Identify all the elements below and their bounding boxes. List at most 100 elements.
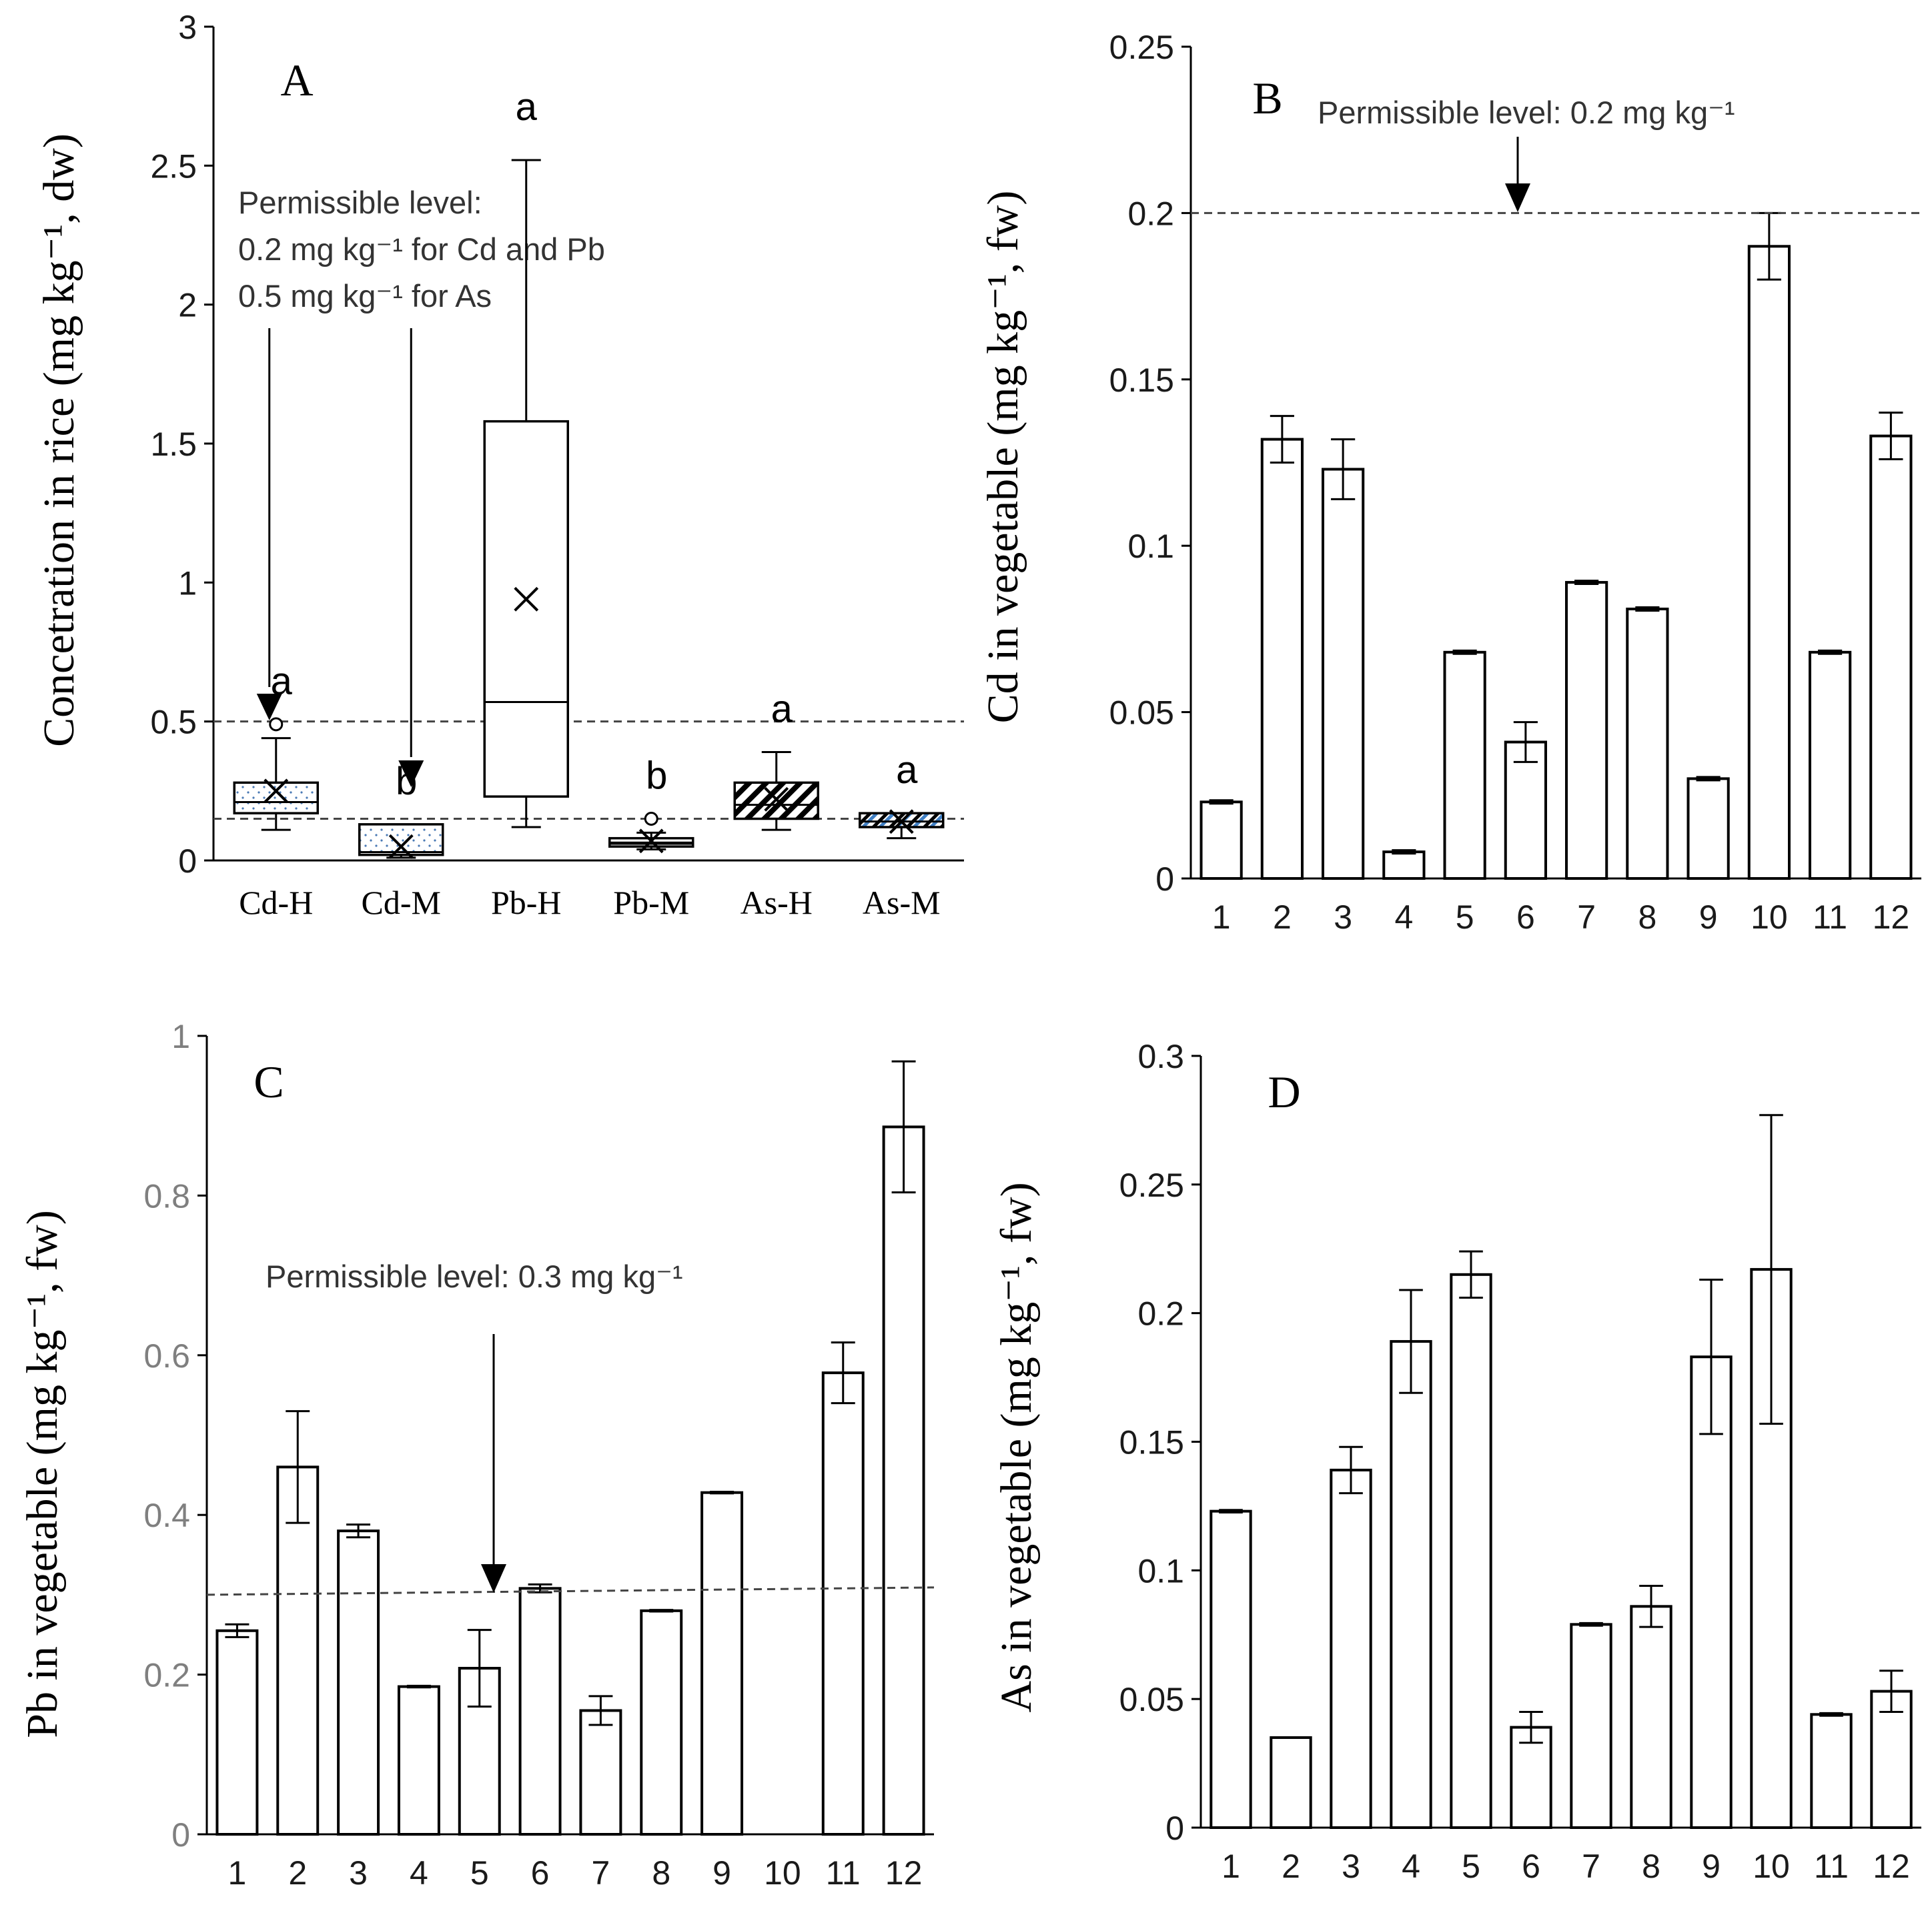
panel-c-y-tick-label-0.6: 0.6 bbox=[143, 1337, 190, 1375]
panel-d-x-tick-label-3: 3 bbox=[1342, 1848, 1360, 1885]
panel-b-bar-3 bbox=[1322, 468, 1365, 880]
panel-c-bar-11 bbox=[821, 1371, 865, 1836]
panel-c-y-tick-label-0.4: 0.4 bbox=[143, 1497, 190, 1534]
panel-c-y-tick-label-0.2: 0.2 bbox=[143, 1657, 190, 1694]
panel-c-letter: C bbox=[254, 1057, 284, 1107]
panel-d-y-tick-label-0.3: 0.3 bbox=[1137, 1038, 1184, 1075]
panel-c-y-tick-label-1: 1 bbox=[171, 1018, 190, 1055]
box-as-m-significance-letter: a bbox=[896, 748, 918, 792]
box-pb-m-mean-marker bbox=[638, 828, 664, 854]
panel-b-x-tick-label-10: 10 bbox=[1751, 898, 1788, 936]
panel-d-bar-9 bbox=[1690, 1355, 1733, 1829]
panel-b-y-tick-label-0.25: 0.25 bbox=[1109, 29, 1174, 66]
panel-d-x-tick-label-11: 11 bbox=[1814, 1848, 1849, 1885]
panel-d-bar-8 bbox=[1630, 1605, 1672, 1829]
panel-c-bar-3 bbox=[337, 1529, 380, 1836]
panel-d-x-tick-label-5: 5 bbox=[1462, 1848, 1480, 1885]
panel-b-arrowhead bbox=[1505, 183, 1530, 212]
box-pb-m-significance-letter: b bbox=[646, 754, 667, 798]
panel-c-y-tick-label-0.8: 0.8 bbox=[143, 1177, 190, 1215]
box-pb-h-significance-letter: a bbox=[516, 85, 538, 129]
panel-b-bar-11 bbox=[1809, 650, 1852, 880]
panel-b-x-tick-label-7: 7 bbox=[1577, 898, 1596, 936]
panel-c-bar-7 bbox=[579, 1709, 622, 1836]
panel-c-bar-chart: Pb in vegetable (mg kg⁻¹, fw) C Permissi… bbox=[18, 1018, 935, 1892]
box-cd-h-mean-marker bbox=[264, 778, 289, 804]
panel-c-bar-1 bbox=[215, 1629, 259, 1836]
panel-d-x-tick-label-6: 6 bbox=[1522, 1848, 1540, 1885]
box-as-h-mean-marker bbox=[764, 786, 789, 812]
panel-b-y-label: Cd in vegetable (mg kg⁻¹, fw) bbox=[979, 191, 1027, 724]
panel-c-x-tick-label-12: 12 bbox=[885, 1854, 923, 1892]
panel-d-x-tick-label-10: 10 bbox=[1753, 1848, 1790, 1885]
panel-a-y-tick-label-2.5: 2.5 bbox=[150, 147, 197, 185]
panel-d-x-tick-label-7: 7 bbox=[1582, 1848, 1600, 1885]
box-cd-h-outlier bbox=[269, 717, 284, 732]
box-cd-m-mean-marker bbox=[388, 834, 414, 859]
panel-a-arrowhead-1 bbox=[256, 694, 282, 720]
panel-d-y-tick-label-0.2: 0.2 bbox=[1137, 1295, 1184, 1333]
panel-a-note-line-1: Permissible level: bbox=[238, 185, 482, 220]
panel-d-y-tick-label-0.05: 0.05 bbox=[1119, 1681, 1184, 1718]
panel-c-x-tick-label-6: 6 bbox=[531, 1854, 550, 1892]
panel-b-x-tick-label-2: 2 bbox=[1273, 898, 1292, 936]
panel-c-bar-9 bbox=[700, 1491, 744, 1836]
panel-d-bar-6 bbox=[1510, 1726, 1552, 1830]
panel-a-y-tick-label-3: 3 bbox=[178, 9, 197, 46]
panel-d-x-tick-label-12: 12 bbox=[1873, 1848, 1910, 1885]
box-pb-h-mean-marker bbox=[514, 586, 539, 612]
panel-b-bar-10 bbox=[1747, 245, 1791, 880]
panel-c-arrowhead bbox=[481, 1564, 506, 1593]
box-cd-h-category-label: Cd-H bbox=[239, 884, 313, 921]
panel-d-bar-5 bbox=[1450, 1273, 1492, 1829]
panel-b-x-tick-label-9: 9 bbox=[1699, 898, 1718, 936]
panel-c-x-tick-label-9: 9 bbox=[712, 1854, 731, 1892]
panel-d-x-tick-label-2: 2 bbox=[1282, 1848, 1300, 1885]
panel-b-x-tick-label-8: 8 bbox=[1638, 898, 1656, 936]
box-cd-m-category-label: Cd-M bbox=[362, 884, 441, 921]
panel-c-y-label: Pb in vegetable (mg kg⁻¹, fw) bbox=[18, 1210, 67, 1738]
panel-a-box-chart: Concetration in rice (mg kg⁻¹, dw) A Per… bbox=[35, 9, 964, 921]
box-pb-h bbox=[483, 420, 569, 798]
box-cd-h bbox=[233, 781, 319, 814]
panel-b-bar-2 bbox=[1260, 438, 1304, 880]
panel-d-bar-11 bbox=[1810, 1713, 1853, 1829]
panel-b-x-tick-label-3: 3 bbox=[1334, 898, 1352, 936]
panel-a-y-tick-label-1: 1 bbox=[178, 564, 197, 602]
panel-b-bar-12 bbox=[1869, 434, 1913, 880]
panel-c-x-tick-label-11: 11 bbox=[826, 1854, 861, 1892]
panel-b-x-tick-label-4: 4 bbox=[1394, 898, 1413, 936]
panel-b-bar-6 bbox=[1504, 740, 1547, 880]
panel-c-x-tick-label-3: 3 bbox=[349, 1854, 368, 1892]
panel-a-y-tick-label-0.5: 0.5 bbox=[150, 704, 197, 741]
panel-a-arrowhead-2 bbox=[398, 760, 424, 787]
panel-b-x-tick-label-11: 11 bbox=[1813, 898, 1847, 936]
panel-b-bar-8 bbox=[1626, 607, 1669, 880]
panel-c-bar-8 bbox=[640, 1609, 683, 1836]
panel-c-note: Permissible level: 0.3 mg kg⁻¹ bbox=[266, 1259, 683, 1294]
panel-a-letter: A bbox=[280, 55, 313, 105]
panel-b-y-tick-label-0: 0 bbox=[1155, 860, 1174, 898]
panel-d-y-tick-label-0.1: 0.1 bbox=[1137, 1552, 1184, 1590]
panel-c-y-tick-label-0: 0 bbox=[171, 1816, 190, 1854]
panel-c-bar-6 bbox=[518, 1587, 562, 1836]
panel-d-x-tick-label-4: 4 bbox=[1402, 1848, 1420, 1885]
panel-d-y-tick-label-0.15: 0.15 bbox=[1119, 1424, 1184, 1461]
panel-d-bar-chart: As in vegetable (mg kg⁻¹, fw) D 0 0.05 0.1… bbox=[992, 1038, 1921, 1885]
panel-c-x-tick-label-4: 4 bbox=[410, 1854, 428, 1892]
panel-b-bar-5 bbox=[1443, 650, 1486, 880]
panel-b-y-tick-label-0.05: 0.05 bbox=[1109, 694, 1174, 732]
panel-d-y-label: As in vegetable (mg kg⁻¹, fw) bbox=[992, 1182, 1041, 1712]
panel-c-x-tick-label-10: 10 bbox=[764, 1854, 801, 1892]
panel-b-bar-4 bbox=[1382, 850, 1426, 880]
panel-d-bar-7 bbox=[1570, 1623, 1612, 1829]
panel-d-x-tick-label-8: 8 bbox=[1642, 1848, 1660, 1885]
panel-b-letter: B bbox=[1252, 73, 1282, 123]
panel-b-y-tick-label-0.15: 0.15 bbox=[1109, 362, 1174, 399]
box-pb-m-outlier bbox=[644, 812, 658, 826]
panel-a-note-line-2: 0.2 mg kg⁻¹ for Cd and Pb bbox=[238, 231, 605, 267]
panel-b-bar-9 bbox=[1686, 777, 1730, 880]
panel-d-bar-1 bbox=[1210, 1509, 1252, 1829]
panel-a-note-line-3: 0.5 mg kg⁻¹ for As bbox=[238, 278, 492, 313]
